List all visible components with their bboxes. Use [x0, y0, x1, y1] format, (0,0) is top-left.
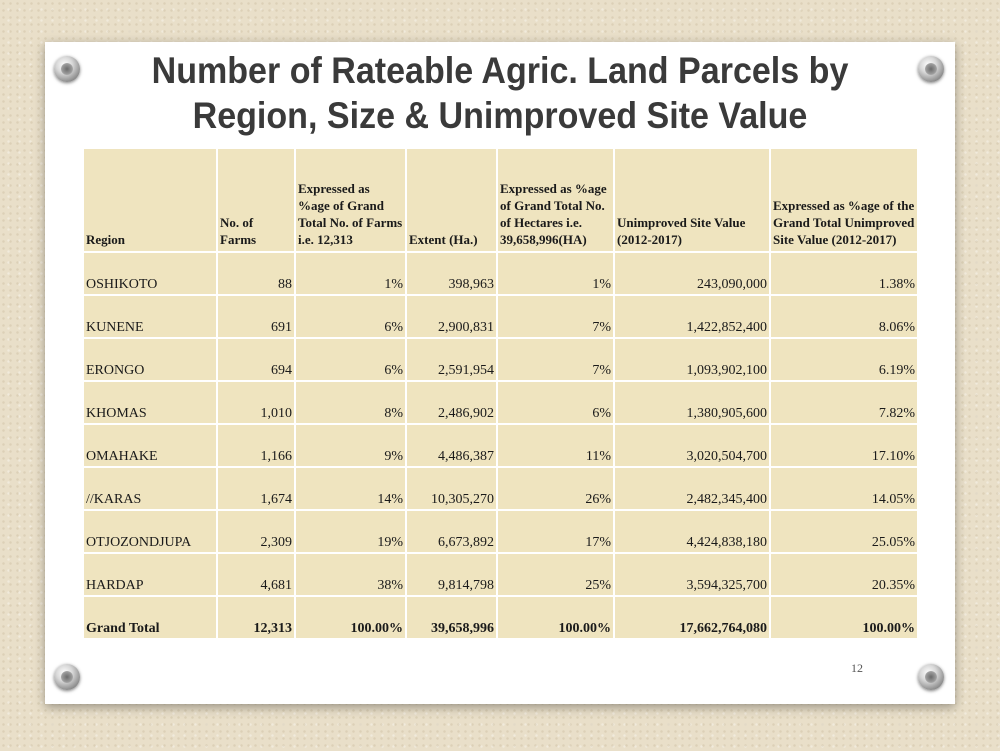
- table-cell: OSHIKOTO: [82, 251, 218, 296]
- table-cell: 8%: [294, 380, 407, 425]
- table-cell: KHOMAS: [82, 380, 218, 425]
- table-cell: ERONGO: [82, 337, 218, 382]
- table-cell: 1.38%: [769, 251, 919, 296]
- table-row: OSHIKOTO 88 1% 398,963 1% 243,090,000 1.…: [82, 251, 919, 296]
- table-cell: 2,486,902: [405, 380, 498, 425]
- table-cell: 7%: [496, 294, 615, 339]
- screw-icon: [54, 56, 80, 82]
- table-row: KUNENE 691 6% 2,900,831 7% 1,422,852,400…: [82, 294, 919, 339]
- table-cell: 1%: [294, 251, 407, 296]
- screw-icon: [54, 664, 80, 690]
- table-cell: OTJOZONDJUPA: [82, 509, 218, 554]
- table-cell: 8.06%: [769, 294, 919, 339]
- table-row: OTJOZONDJUPA 2,309 19% 6,673,892 17% 4,4…: [82, 509, 919, 554]
- slide-title-line-2: Region, Size & Unimproved Site Value: [192, 95, 808, 136]
- table-cell: 4,424,838,180: [613, 509, 771, 554]
- column-header: Expressed as %age of the Grand Total Uni…: [769, 147, 919, 253]
- table-cell: 14%: [294, 466, 407, 511]
- table-cell: 20.35%: [769, 552, 919, 597]
- table-cell: 1%: [496, 251, 615, 296]
- column-header: Expressed as %age of Grand Total No. of …: [496, 147, 615, 253]
- table-cell: 4,681: [216, 552, 296, 597]
- table-row: ERONGO 694 6% 2,591,954 7% 1,093,902,100…: [82, 337, 919, 382]
- table-cell: 6%: [294, 294, 407, 339]
- table-cell: 1,380,905,600: [613, 380, 771, 425]
- grand-total-row: Grand Total 12,313 100.00% 39,658,996 10…: [82, 595, 919, 640]
- table-cell: 6%: [496, 380, 615, 425]
- table-cell: 17.10%: [769, 423, 919, 468]
- table-cell: 398,963: [405, 251, 498, 296]
- table-cell: 3,020,504,700: [613, 423, 771, 468]
- table-cell: KUNENE: [82, 294, 218, 339]
- table-cell: 7.82%: [769, 380, 919, 425]
- table-cell: 2,591,954: [405, 337, 498, 382]
- slide-title: Number of Rateable Agric. Land Parcels b…: [81, 48, 918, 138]
- table-cell: 17,662,764,080: [613, 595, 771, 640]
- table-cell: 2,900,831: [405, 294, 498, 339]
- table-cell: 25%: [496, 552, 615, 597]
- column-header: Region: [82, 147, 218, 253]
- slide-title-line-1: Number of Rateable Agric. Land Parcels b…: [151, 50, 849, 91]
- table-cell: //KARAS: [82, 466, 218, 511]
- table-cell: 4,486,387: [405, 423, 498, 468]
- table-cell: HARDAP: [82, 552, 218, 597]
- column-header: Unimproved Site Value (2012-2017): [613, 147, 771, 253]
- table-cell: 1,166: [216, 423, 296, 468]
- table-header-row: Region No. of Farms Expressed as %age of…: [82, 147, 919, 253]
- table-cell: 691: [216, 294, 296, 339]
- table-cell: 6,673,892: [405, 509, 498, 554]
- table-cell: 39,658,996: [405, 595, 498, 640]
- table-cell: 6.19%: [769, 337, 919, 382]
- slide: Number of Rateable Agric. Land Parcels b…: [45, 42, 955, 704]
- column-header: No. of Farms: [216, 147, 296, 253]
- table-row: HARDAP 4,681 38% 9,814,798 25% 3,594,325…: [82, 552, 919, 597]
- table-cell: 243,090,000: [613, 251, 771, 296]
- table-cell: 1,422,852,400: [613, 294, 771, 339]
- page-number: 12: [851, 661, 863, 675]
- table-cell: 2,482,345,400: [613, 466, 771, 511]
- table-cell: OMAHAKE: [82, 423, 218, 468]
- table-cell: 1,010: [216, 380, 296, 425]
- table-cell: 17%: [496, 509, 615, 554]
- table-row: //KARAS 1,674 14% 10,305,270 26% 2,482,3…: [82, 466, 919, 511]
- table-cell: 3,594,325,700: [613, 552, 771, 597]
- table-cell: 25.05%: [769, 509, 919, 554]
- table-cell: 9,814,798: [405, 552, 498, 597]
- table-cell: 2,309: [216, 509, 296, 554]
- column-header: Extent (Ha.): [405, 147, 498, 253]
- table-cell: 88: [216, 251, 296, 296]
- table-cell: Grand Total: [82, 595, 218, 640]
- table-cell: 12,313: [216, 595, 296, 640]
- table-cell: 14.05%: [769, 466, 919, 511]
- table-cell: 1,674: [216, 466, 296, 511]
- table-cell: 38%: [294, 552, 407, 597]
- table-cell: 7%: [496, 337, 615, 382]
- table-cell: 6%: [294, 337, 407, 382]
- table-cell: 100.00%: [294, 595, 407, 640]
- table-cell: 19%: [294, 509, 407, 554]
- table-cell: 26%: [496, 466, 615, 511]
- screw-icon: [918, 664, 944, 690]
- table-cell: 100.00%: [769, 595, 919, 640]
- land-parcels-table: Region No. of Farms Expressed as %age of…: [82, 147, 919, 640]
- table-row: KHOMAS 1,010 8% 2,486,902 6% 1,380,905,6…: [82, 380, 919, 425]
- table-cell: 100.00%: [496, 595, 615, 640]
- screw-icon: [918, 56, 944, 82]
- column-header: Expressed as %age of Grand Total No. of …: [294, 147, 407, 253]
- table-cell: 10,305,270: [405, 466, 498, 511]
- table-cell: 1,093,902,100: [613, 337, 771, 382]
- table-cell: 694: [216, 337, 296, 382]
- table-cell: 9%: [294, 423, 407, 468]
- table-cell: 11%: [496, 423, 615, 468]
- table-row: OMAHAKE 1,166 9% 4,486,387 11% 3,020,504…: [82, 423, 919, 468]
